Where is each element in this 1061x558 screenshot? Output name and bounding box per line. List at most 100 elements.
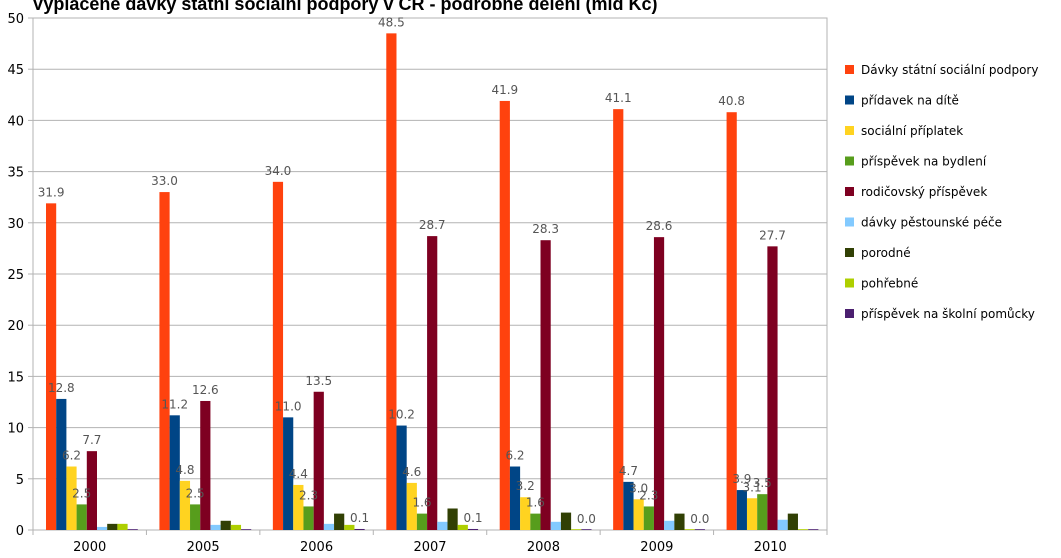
- data-label: 1.6: [526, 496, 545, 510]
- bar: [664, 520, 675, 530]
- bar: [726, 112, 737, 530]
- y-axis: 0 5 10 15 20 25 30 35 40 45 50: [7, 12, 33, 539]
- legend-swatch: [845, 278, 854, 288]
- bar: [427, 236, 438, 530]
- data-label: 48.5: [378, 15, 405, 29]
- data-label: 31.9: [38, 185, 65, 199]
- data-label: 11.2: [161, 397, 188, 411]
- bar: [777, 519, 788, 530]
- bar: [416, 513, 428, 530]
- x-tick-label: 2007: [413, 540, 446, 555]
- y-tick-label: 0: [16, 524, 24, 539]
- bar: [86, 451, 97, 530]
- data-label: 2.5: [186, 486, 205, 500]
- bar: [323, 523, 335, 530]
- bar: [613, 109, 624, 531]
- bars: [46, 33, 819, 531]
- legend-swatch: [845, 65, 854, 74]
- bar: [467, 528, 479, 530]
- bar: [179, 480, 191, 530]
- data-label: 41.1: [605, 91, 632, 105]
- legend-label: přídavek na dítě: [861, 94, 959, 108]
- data-label: 4.4: [289, 467, 308, 481]
- bar: [354, 528, 365, 530]
- bar: [437, 521, 448, 530]
- y-tick-label: 20: [7, 319, 24, 334]
- data-label: 3.0: [629, 481, 648, 495]
- x-tick-label: 2005: [187, 540, 220, 555]
- bar: [190, 504, 201, 530]
- legend-label: pohřebné: [861, 277, 918, 291]
- bar: [283, 417, 294, 530]
- bar: [746, 498, 758, 530]
- y-tick-label: 35: [7, 166, 24, 181]
- bar: [220, 520, 231, 530]
- bar: [581, 529, 592, 530]
- data-label: 1.6: [412, 496, 431, 510]
- bar: [571, 529, 582, 530]
- data-label: 41.9: [491, 83, 518, 97]
- bar: [396, 425, 407, 530]
- data-label: 27.7: [759, 228, 786, 242]
- bar: [76, 504, 87, 530]
- bar: [684, 529, 695, 530]
- bar: [117, 523, 128, 530]
- y-tick-label: 5: [16, 473, 24, 488]
- data-label: 3.9: [732, 472, 751, 486]
- bar: [643, 506, 654, 530]
- legend-swatch: [845, 217, 854, 227]
- bar: [499, 100, 510, 530]
- legend-label: porodné: [861, 246, 911, 260]
- bar: [560, 512, 572, 530]
- x-tick-label: 2000: [73, 540, 106, 555]
- data-label: 12.8: [48, 381, 75, 395]
- bar: [736, 490, 747, 530]
- chart-title: Vyplacené dávky státní sociální podpory …: [32, 0, 657, 14]
- data-label: 7.7: [82, 433, 101, 447]
- bar: [530, 513, 541, 530]
- bar: [457, 524, 468, 530]
- bar: [674, 513, 685, 530]
- legend-label: rodičovský příspěvek: [861, 185, 987, 199]
- data-label: 3.2: [516, 479, 535, 493]
- x-tick-label: 2010: [754, 540, 787, 555]
- y-tick-label: 30: [7, 217, 24, 232]
- bar: [520, 497, 531, 530]
- bar: [56, 398, 67, 530]
- bar: [293, 484, 304, 530]
- data-label: 6.2: [62, 449, 81, 463]
- y-tick-label: 50: [7, 12, 24, 27]
- data-label: 0.0: [690, 512, 709, 526]
- legend-swatch: [845, 95, 854, 105]
- bar: [159, 192, 170, 530]
- data-label: 3.5: [753, 476, 772, 490]
- data-label: 0.0: [577, 512, 596, 526]
- bar: [303, 506, 314, 530]
- legend-swatch: [845, 187, 854, 196]
- legend-swatch: [845, 126, 854, 135]
- x-axis: 2000 2005 2006 2007 2008 2009 2010: [32, 530, 828, 555]
- bar: [46, 203, 57, 530]
- bar: [344, 524, 355, 530]
- data-label: 11.0: [275, 399, 302, 413]
- bar: [623, 481, 634, 530]
- x-tick-label: 2009: [640, 540, 673, 555]
- bar: [127, 529, 138, 530]
- bar: [272, 181, 284, 530]
- bar: [334, 513, 345, 530]
- y-tick-label: 25: [7, 268, 24, 283]
- data-label: 34.0: [265, 164, 292, 178]
- data-label: 2.5: [72, 486, 91, 500]
- bar: [653, 237, 665, 531]
- y-tick-label: 10: [7, 422, 24, 437]
- data-label: 28.7: [419, 218, 446, 232]
- bar: [787, 513, 798, 530]
- bar: [406, 482, 417, 530]
- bar: [169, 415, 180, 530]
- bar: [313, 391, 324, 530]
- bar: [509, 466, 521, 530]
- bar: [200, 400, 211, 530]
- bar: [550, 521, 561, 530]
- data-label: 2.3: [639, 488, 658, 502]
- data-label: 13.5: [305, 374, 332, 388]
